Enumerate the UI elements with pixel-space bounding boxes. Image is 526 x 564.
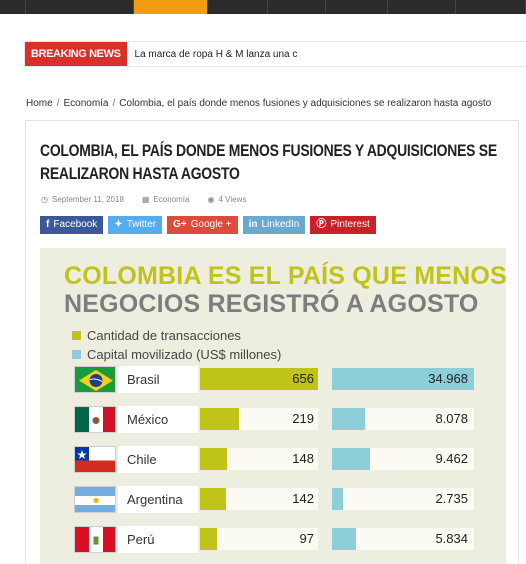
twitter-share-label: Twitter <box>126 219 157 230</box>
legend-item-transactions: Cantidad de transacciones <box>72 326 281 345</box>
article-meta: ◷ September 11, 2018 ▦ Economía ◉ 4 View… <box>41 195 246 204</box>
transactions-bar <box>200 528 217 550</box>
capital-bar <box>332 488 343 510</box>
category-label: Perú <box>127 532 155 547</box>
nav-item[interactable] <box>326 0 388 14</box>
chart-row-argentina: Argentina 142 2.735 <box>74 484 474 514</box>
infographic: COLOMBIA ES EL PAÍS QUE MENOS NEGOCIOS R… <box>40 248 506 564</box>
twitter-share-button[interactable]: ✦ Twitter <box>108 216 163 234</box>
breadcrumb-separator: / <box>56 98 60 109</box>
legend-swatch-transactions <box>72 331 81 340</box>
transactions-value: 142 <box>292 491 314 506</box>
capital-value: 9.462 <box>435 451 468 466</box>
chart-row-peru: Perú 97 5.834 <box>74 524 474 554</box>
capital-value: 2.735 <box>435 491 468 506</box>
argentina-flag-icon <box>74 486 116 513</box>
nav-item[interactable] <box>268 0 326 14</box>
category-label: Brasil <box>127 372 160 387</box>
transactions-value: 219 <box>292 411 314 426</box>
pinterest-icon: Ⓟ <box>316 219 327 230</box>
brazil-flag-icon <box>74 366 116 393</box>
capital-bar <box>332 408 365 430</box>
chart-row-brasil: Brasil 656 34.968 <box>74 364 474 394</box>
chart-row-mexico: México 219 8.078 <box>74 404 474 434</box>
legend-label-transactions: Cantidad de transacciones <box>87 328 241 343</box>
infographic-title-line2: NEGOCIOS REGISTRÓ A AGOSTO <box>64 290 479 318</box>
pinterest-share-button[interactable]: Ⓟ Pinterest <box>310 216 376 234</box>
nav-item[interactable] <box>0 0 26 14</box>
breadcrumb-current: Colombia, el país donde menos fusiones y… <box>119 98 492 109</box>
twitter-icon: ✦ <box>114 219 123 230</box>
pinterest-share-label: Pinterest <box>330 219 370 230</box>
article-views: 4 Views <box>218 195 247 204</box>
share-buttons: f Facebook ✦ Twitter G+ Google + in Link… <box>40 216 376 234</box>
transactions-bar <box>200 408 239 430</box>
breadcrumb-home[interactable]: Home <box>26 98 53 109</box>
nav-item-active[interactable] <box>134 0 208 14</box>
capital-value: 5.834 <box>435 531 468 546</box>
breadcrumb: Home / Economía / Colombia, el país donde me… <box>26 98 491 109</box>
article-date: September 11, 2018 <box>51 195 124 204</box>
nav-item[interactable] <box>26 0 134 14</box>
category-label: México <box>127 412 169 427</box>
linkedin-share-label: LinkedIn <box>261 219 300 230</box>
breaking-news-ticker: BREAKING NEWS La marca de ropa H & M lan… <box>24 41 526 67</box>
article-card: COLOMBIA, EL PAÍS DONDE MENOS FUSIONES Y… <box>25 120 519 564</box>
facebook-icon: f <box>46 219 50 230</box>
breadcrumb-separator: / <box>112 98 116 109</box>
google-plus-icon: G+ <box>173 219 187 230</box>
transactions-value: 148 <box>292 451 314 466</box>
chart-row-chile: Chile 148 9.462 <box>74 444 474 474</box>
legend-swatch-capital <box>72 350 81 359</box>
infographic-title-line1: COLOMBIA ES EL PAÍS QUE MENOS <box>64 262 506 290</box>
chart-legend: Cantidad de transacciones Capital movili… <box>72 326 281 364</box>
article-title: COLOMBIA, EL PAÍS DONDE MENOS FUSIONES Y… <box>40 141 497 183</box>
legend-item-capital: Capital movilizado (US$ millones) <box>72 345 281 364</box>
facebook-share-button[interactable]: f Facebook <box>40 216 104 234</box>
linkedin-icon: in <box>248 219 258 230</box>
nav-item[interactable] <box>456 0 526 14</box>
category-label: Argentina <box>127 492 183 507</box>
clock-icon: ◷ <box>41 195 48 204</box>
legend-label-capital: Capital movilizado (US$ millones) <box>87 347 282 362</box>
google-plus-share-label: Google + <box>190 219 232 230</box>
breaking-news-label: BREAKING NEWS <box>25 42 127 66</box>
chile-flag-icon <box>74 446 116 473</box>
capital-bar <box>332 368 474 390</box>
transactions-value: 656 <box>292 371 314 386</box>
transactions-bar <box>200 448 227 470</box>
breaking-news-headline[interactable]: La marca de ropa H & M lanza una c <box>134 48 298 60</box>
linkedin-share-button[interactable]: in LinkedIn <box>242 216 306 234</box>
transactions-bar <box>200 488 226 510</box>
transactions-bar <box>200 368 318 390</box>
capital-value: 34.968 <box>428 371 468 386</box>
capital-bar <box>332 528 356 550</box>
peru-flag-icon <box>74 526 116 553</box>
nav-item[interactable] <box>388 0 456 14</box>
capital-value: 8.078 <box>435 411 468 426</box>
capital-bar <box>332 448 370 470</box>
category-label: Chile <box>127 452 157 467</box>
transactions-value: 97 <box>299 531 314 546</box>
folder-icon: ▦ <box>141 195 150 204</box>
article-category[interactable]: Economía <box>153 195 190 204</box>
nav-item[interactable] <box>208 0 268 14</box>
eye-icon: ◉ <box>207 195 215 204</box>
top-navigation-bar <box>0 0 526 14</box>
google-plus-share-button[interactable]: G+ Google + <box>167 216 238 234</box>
mexico-flag-icon <box>74 406 116 433</box>
facebook-share-label: Facebook <box>53 219 98 230</box>
breadcrumb-category[interactable]: Economía <box>63 98 109 109</box>
